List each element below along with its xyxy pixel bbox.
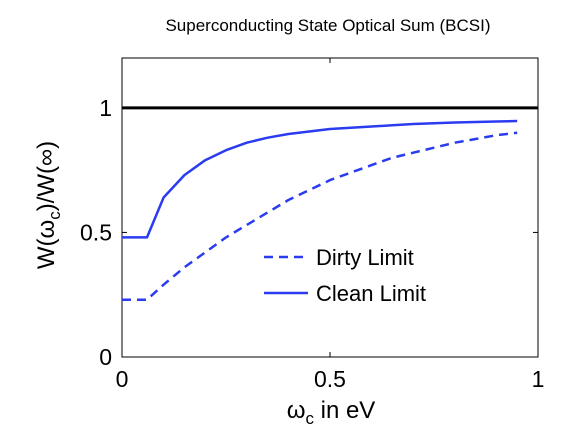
x-axis-label-subscript: c [305,409,314,428]
legend: Dirty Limit Clean Limit [264,245,426,306]
x-tick-label: 0 [116,366,129,392]
y-tick-label: 1 [99,95,112,121]
x-tick-label: 0.5 [314,366,346,392]
x-axis-label-main: ω [287,397,306,424]
chart-title: Superconducting State Optical Sum (BCSI) [165,16,490,35]
x-tick-label: 1 [532,366,545,392]
plot-area [121,57,539,358]
y-tick-label: 0.5 [80,219,112,245]
legend-label: Clean Limit [316,281,426,306]
y-tick-label: 0 [99,344,112,370]
series-clean-limit [122,119,518,239]
x-axis-label-rest: in eV [314,397,375,424]
series-dirty-limit [122,131,518,301]
y-axis-label: W(ωc)/W(∞) [33,141,64,269]
series-layer [122,119,518,301]
x-axis-label: ωc in eV [287,397,376,428]
tick-labels: 0 0.5 1 0 0.5 1 [80,95,544,392]
y-axis-label-a: W(ω [33,220,60,269]
y-axis-label-subscript: c [45,211,64,220]
y-axis-label-b: )/W(∞) [33,141,60,211]
legend-label: Dirty Limit [316,245,414,270]
